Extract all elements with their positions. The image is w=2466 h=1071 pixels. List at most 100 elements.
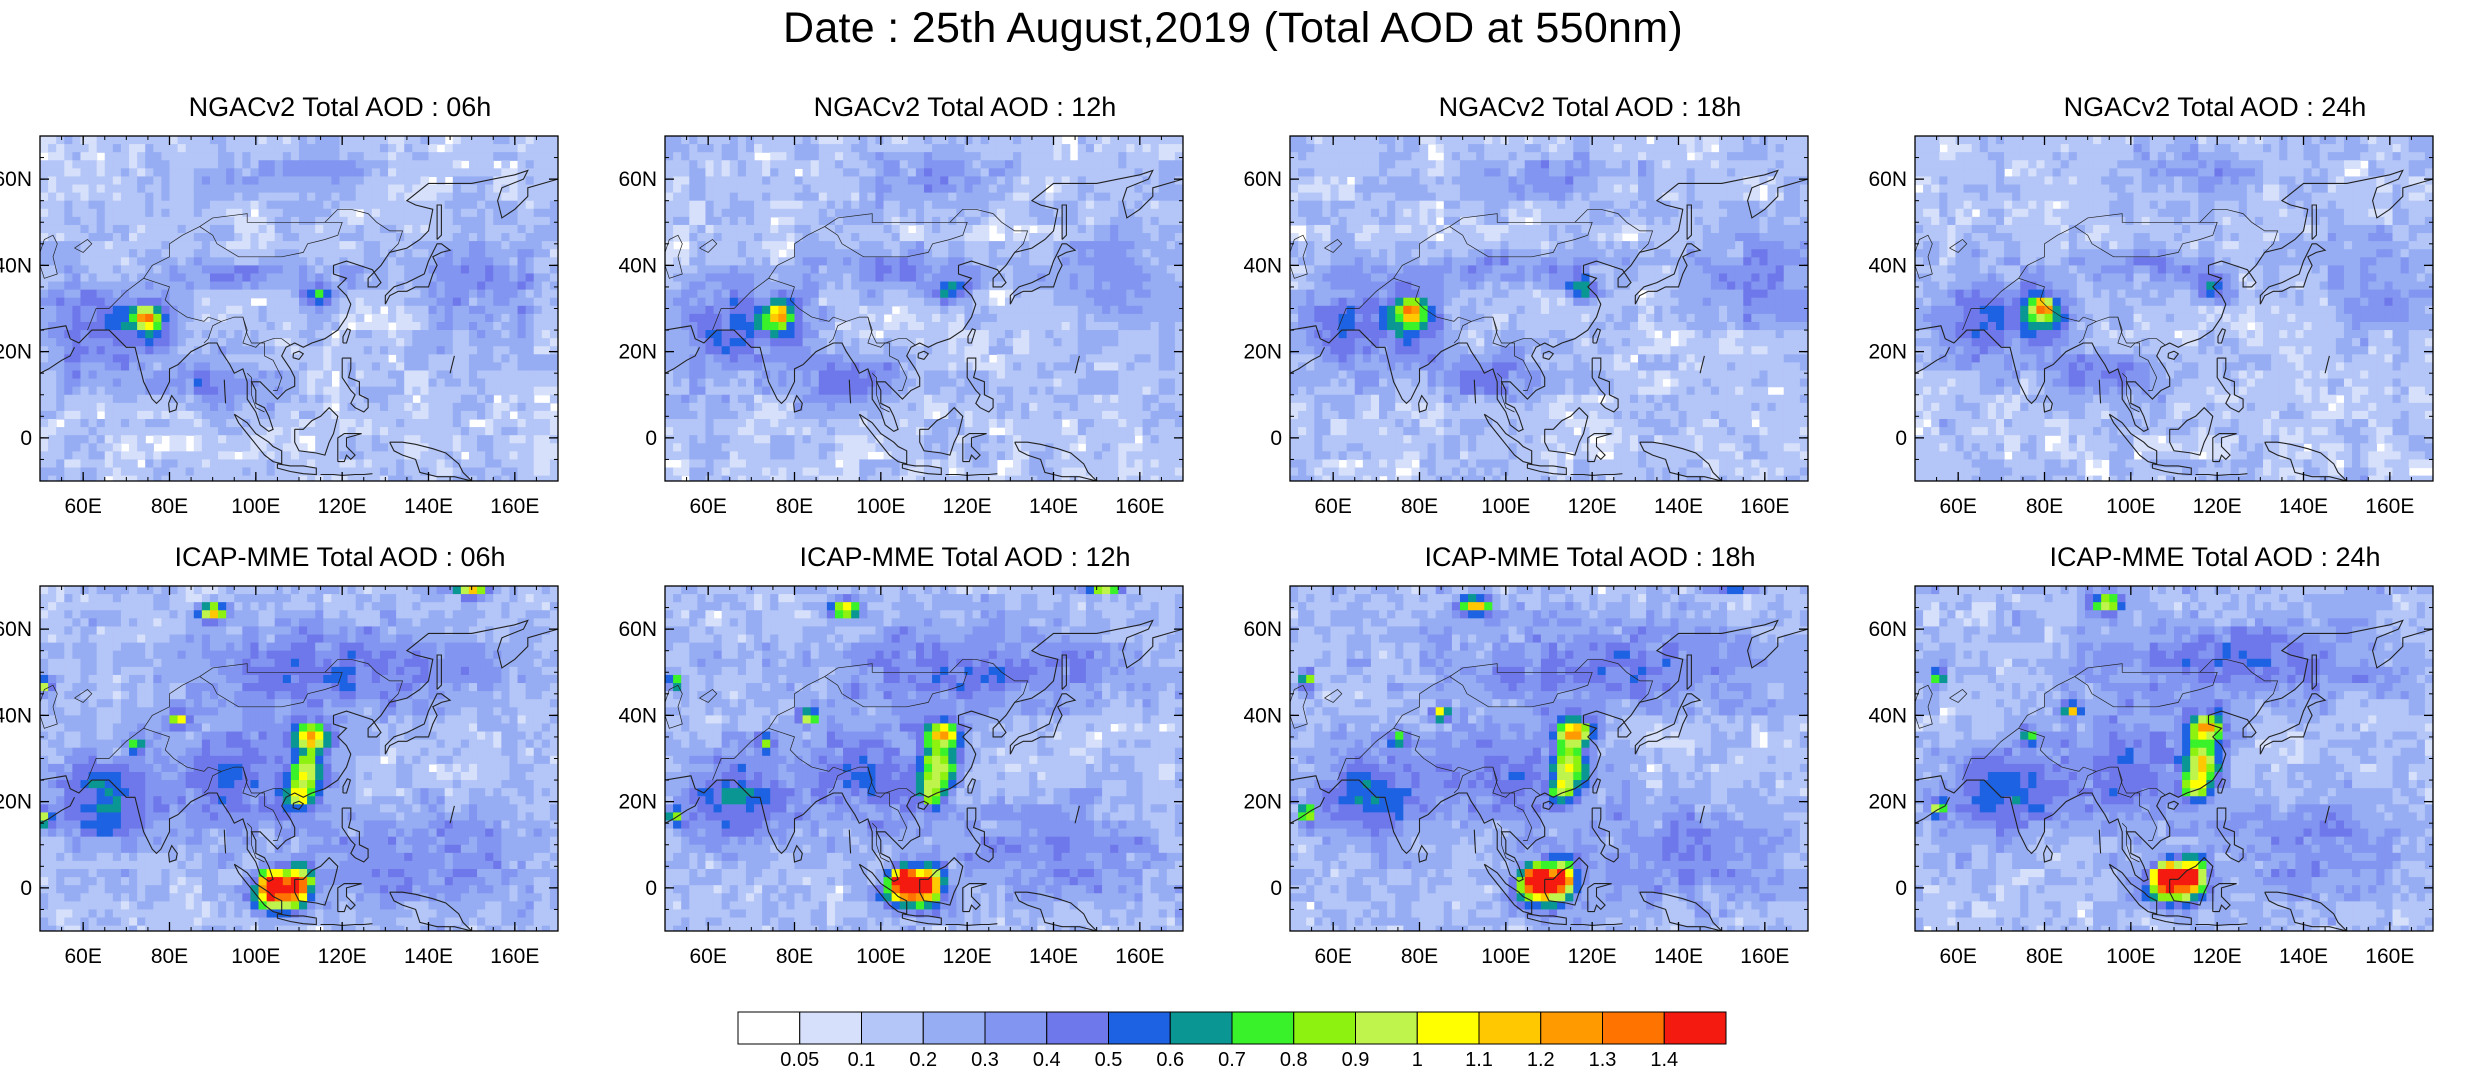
aod-cell bbox=[843, 265, 852, 275]
aod-cell bbox=[1150, 370, 1160, 380]
aod-cell bbox=[226, 200, 235, 210]
aod-cell bbox=[525, 273, 535, 283]
aod-cell bbox=[1110, 265, 1119, 275]
aod-cell bbox=[363, 370, 373, 380]
aod-cell bbox=[226, 160, 235, 169]
aod-cell bbox=[1158, 168, 1168, 178]
aod-cell bbox=[250, 281, 260, 291]
aod-cell bbox=[980, 257, 990, 266]
aod-cell bbox=[1102, 184, 1111, 194]
aod-cell bbox=[778, 184, 787, 194]
aod-cell bbox=[1021, 249, 1030, 258]
aod-cell bbox=[1021, 241, 1030, 250]
aod-cell bbox=[242, 305, 252, 315]
aod-cell bbox=[859, 200, 868, 210]
aod-cell bbox=[379, 273, 389, 283]
aod-cell bbox=[501, 152, 511, 161]
aod-cell bbox=[468, 184, 478, 194]
aod-cell bbox=[851, 257, 860, 266]
aod-cell bbox=[209, 192, 219, 202]
aod-cell bbox=[517, 459, 527, 469]
aod-cell bbox=[988, 144, 998, 153]
aod-cell bbox=[517, 265, 527, 275]
aod-cell bbox=[477, 443, 486, 452]
aod-cell bbox=[193, 378, 203, 388]
aod-cell bbox=[501, 321, 511, 331]
aod-cell bbox=[883, 297, 893, 307]
aod-cell bbox=[388, 192, 397, 202]
aod-cell bbox=[242, 410, 252, 420]
aod-cell bbox=[745, 362, 755, 372]
aod-cell bbox=[201, 378, 211, 388]
aod-cell bbox=[1110, 394, 1119, 404]
aod-cell bbox=[323, 184, 332, 194]
aod-cell bbox=[533, 410, 543, 420]
aod-cell bbox=[104, 410, 114, 420]
aod-cell bbox=[412, 338, 421, 347]
aod-cell bbox=[972, 176, 982, 186]
aod-cell bbox=[501, 192, 511, 202]
aod-cell bbox=[388, 338, 397, 347]
aod-cell bbox=[452, 443, 462, 452]
aod-cell bbox=[355, 410, 365, 420]
aod-cell bbox=[1174, 273, 1183, 283]
aod-cell bbox=[137, 354, 146, 364]
aod-cell bbox=[924, 289, 933, 299]
aod-cell bbox=[980, 224, 990, 234]
aod-cell bbox=[907, 386, 917, 396]
aod-cell bbox=[96, 354, 106, 364]
aod-cell bbox=[169, 224, 179, 234]
aod-cell bbox=[697, 184, 707, 194]
aod-cell bbox=[404, 378, 413, 388]
aod-cell bbox=[980, 168, 990, 178]
aod-cell bbox=[1166, 249, 1176, 258]
aod-cell bbox=[323, 435, 332, 444]
aod-cell bbox=[1158, 241, 1168, 250]
aod-cell bbox=[956, 160, 966, 169]
aod-cell bbox=[1118, 378, 1127, 388]
aod-cell bbox=[185, 249, 195, 258]
coastline bbox=[276, 463, 317, 476]
aod-cell bbox=[250, 249, 260, 258]
aod-cell bbox=[120, 313, 130, 323]
aod-cell bbox=[201, 136, 211, 145]
aod-cell bbox=[153, 330, 162, 339]
aod-cell bbox=[153, 241, 162, 250]
aod-cell bbox=[843, 176, 852, 186]
aod-cell bbox=[883, 200, 893, 210]
aod-cell bbox=[745, 305, 755, 315]
aod-cell bbox=[1093, 184, 1103, 194]
aod-cell bbox=[509, 168, 519, 178]
aod-cell bbox=[209, 233, 219, 242]
aod-cell bbox=[40, 265, 49, 275]
aod-cell bbox=[713, 208, 723, 218]
aod-cell bbox=[112, 419, 122, 428]
aod-cell bbox=[48, 427, 57, 436]
aod-cell bbox=[810, 338, 820, 347]
aod-cell bbox=[883, 216, 893, 226]
aod-cell bbox=[266, 305, 276, 315]
aod-cell bbox=[778, 257, 787, 266]
aod-cell bbox=[145, 370, 154, 380]
aod-cell bbox=[834, 265, 844, 275]
aod-cell bbox=[444, 144, 454, 153]
aod-cell bbox=[549, 313, 558, 323]
aod-cell bbox=[104, 224, 114, 234]
aod-cell bbox=[485, 370, 494, 380]
aod-cell bbox=[355, 459, 365, 469]
aod-cell bbox=[1093, 378, 1103, 388]
aod-cell bbox=[48, 443, 57, 452]
aod-cell bbox=[104, 168, 114, 178]
aod-cell bbox=[681, 281, 690, 291]
aod-cell bbox=[713, 192, 723, 202]
aod-cell bbox=[1061, 321, 1071, 331]
aod-cell bbox=[794, 346, 804, 355]
aod-cell bbox=[883, 281, 893, 291]
aod-cell bbox=[177, 443, 187, 452]
aod-cell bbox=[307, 410, 316, 420]
aod-cell bbox=[185, 386, 195, 396]
aod-cell bbox=[396, 297, 405, 307]
aod-cell bbox=[64, 249, 73, 258]
aod-cell bbox=[501, 265, 511, 275]
aod-cell bbox=[1061, 305, 1071, 315]
